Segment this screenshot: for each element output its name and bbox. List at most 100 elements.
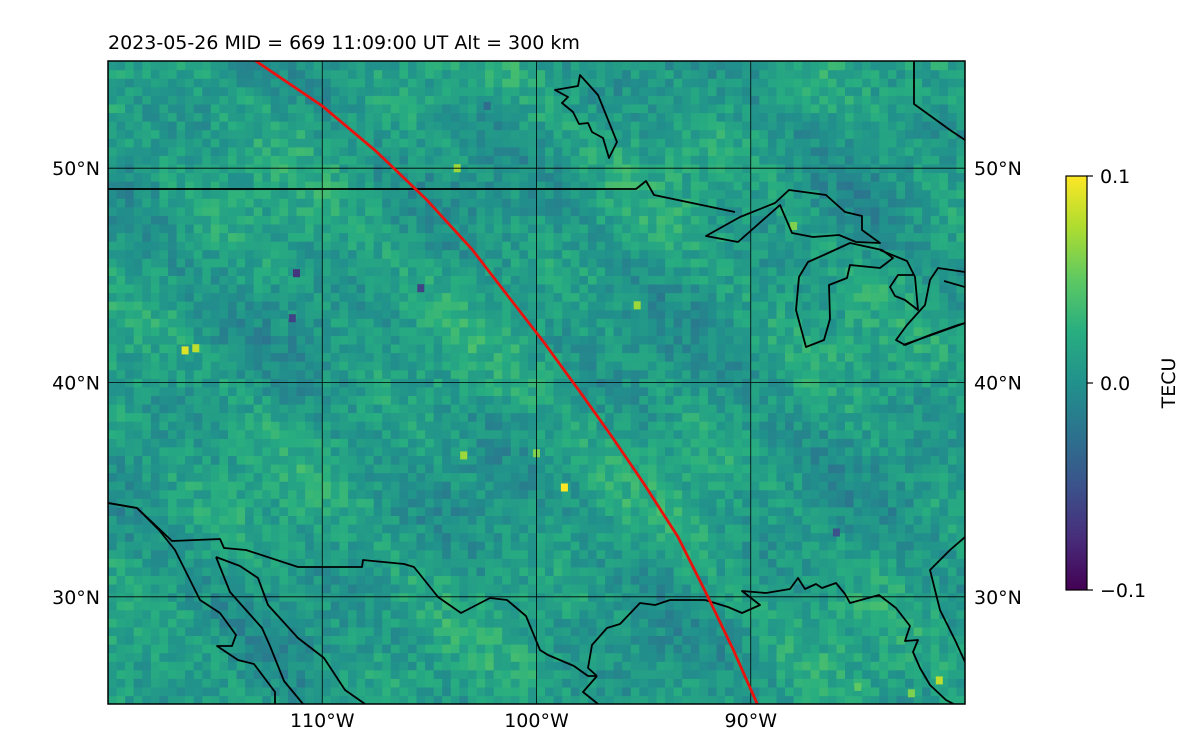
tec-cell: [596, 549, 606, 559]
tec-cell: [570, 129, 580, 139]
tec-cell: [622, 78, 632, 88]
tec-cell: [467, 318, 478, 328]
tec-cell: [665, 566, 675, 576]
tec-cell: [116, 549, 126, 559]
tec-cell: [502, 146, 512, 156]
tec-cell: [408, 241, 418, 251]
tec-cell: [228, 429, 238, 439]
tec-cell: [639, 395, 649, 405]
tec-cell: [502, 241, 512, 251]
tec-cell: [562, 266, 572, 276]
tec-cell: [193, 232, 203, 242]
tec-cell: [519, 318, 529, 328]
tec-cell: [425, 283, 435, 294]
tec-cell: [476, 326, 486, 336]
tec-cell: [202, 369, 212, 379]
tec-cell: [288, 249, 298, 259]
tec-cell: [425, 69, 435, 79]
tec-cell: [270, 301, 280, 311]
tec-cell: [527, 172, 538, 182]
tec-cell: [622, 566, 632, 576]
tec-cell: [236, 352, 246, 362]
tec-cell: [125, 223, 135, 234]
tec-cell: [210, 506, 220, 516]
tec-cell: [305, 223, 315, 234]
tec-cell: [116, 652, 126, 662]
tec-cell: [330, 181, 340, 191]
tec-cell: [288, 446, 298, 456]
tec-cell: [527, 429, 538, 439]
tec-cell: [270, 386, 280, 396]
tec-cell: [116, 266, 126, 276]
tec-cell: [322, 223, 332, 234]
tec-cell: [519, 584, 529, 594]
tec-cell: [313, 661, 323, 671]
tec-cell: [442, 232, 452, 242]
tec-cell: [579, 395, 589, 405]
tec-cell: [322, 566, 332, 576]
tec-cell: [236, 206, 246, 216]
tec-cell: [253, 609, 263, 619]
tec-cell: [647, 524, 658, 534]
tec-cell: [390, 489, 400, 499]
tec-cell: [356, 626, 366, 636]
tec-cell: [450, 241, 460, 251]
tec-cell: [348, 335, 358, 345]
tec-cell: [647, 241, 658, 251]
tec-cell: [356, 326, 366, 336]
tec-cell: [202, 206, 212, 216]
tec-cell: [527, 446, 538, 456]
tec-cell: [459, 558, 469, 568]
tec-cell: [485, 695, 495, 704]
tec-cell: [193, 506, 203, 516]
tec-cell: [279, 206, 289, 216]
tec-cell: [390, 241, 400, 251]
tec-cell: [442, 352, 452, 362]
tec-cell: [587, 335, 598, 345]
tec-cell: [108, 395, 118, 405]
tec-cell: [348, 241, 358, 251]
tec-cell: [202, 635, 212, 645]
tec-cell: [647, 438, 658, 448]
tec-cell: [373, 61, 383, 71]
tec-cell: [185, 138, 195, 148]
tec-cell: [185, 566, 195, 576]
tec-cell: [382, 446, 392, 456]
tec-cell: [630, 223, 640, 234]
tec-cell: [202, 661, 212, 671]
tec-cell: [133, 498, 143, 508]
tec-cell: [348, 78, 358, 88]
tec-cell: [493, 335, 503, 345]
tec-cell: [510, 223, 520, 234]
tec-cell: [322, 438, 332, 448]
tec-cell: [467, 481, 478, 491]
tec-cell: [416, 172, 426, 182]
tec-cell: [450, 258, 460, 268]
tec-cell: [142, 198, 152, 208]
tec-cell: [467, 223, 478, 234]
tec-cell: [493, 532, 503, 542]
tec-cell: [193, 386, 203, 396]
tec-cell: [253, 369, 263, 379]
tec-cell: [493, 498, 503, 508]
tec-cell: [288, 558, 298, 568]
tec-cell: [390, 438, 400, 448]
tec-cell: [159, 181, 169, 191]
tec-cell: [622, 524, 632, 534]
tec-cell: [596, 103, 606, 114]
tec-cell: [150, 361, 161, 371]
tec-cell: [408, 558, 418, 568]
tec-cell: [605, 678, 615, 688]
tec-cell: [279, 481, 289, 491]
tec-cell: [313, 463, 323, 474]
tec-cell: [339, 421, 349, 431]
tec-cell: [150, 489, 161, 499]
tec-cell: [382, 258, 392, 268]
tec-cell: [262, 215, 272, 225]
tec-cell: [408, 515, 418, 525]
tec-cell: [553, 258, 563, 268]
tec-cell: [228, 515, 238, 525]
tec-cell: [339, 206, 349, 216]
tec-cell: [193, 249, 203, 259]
tec-cell: [527, 558, 538, 568]
